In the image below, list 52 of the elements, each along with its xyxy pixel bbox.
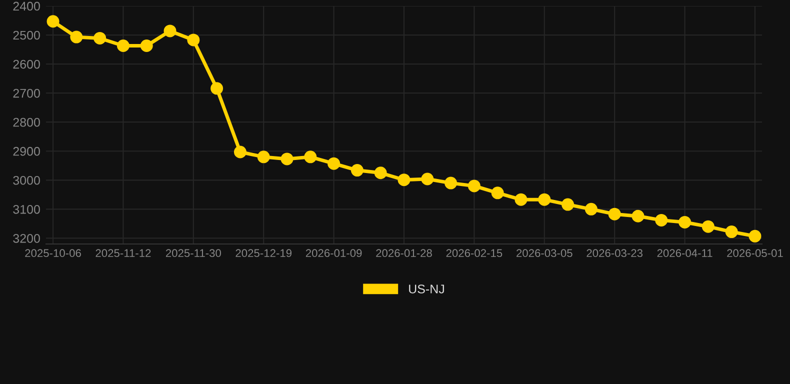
point — [655, 214, 668, 226]
point — [350, 164, 364, 177]
x-tick-label: 2026-04-11 — [657, 249, 712, 258]
point — [444, 176, 458, 190]
y-tick-label: 3100 — [13, 204, 40, 214]
point — [398, 174, 410, 186]
point — [632, 210, 644, 222]
x-tick-label: 2025-10-06 — [25, 249, 81, 258]
x-tick-label: 2026-05-01 — [727, 249, 783, 258]
point — [514, 193, 528, 206]
y-tick-label: 2500 — [13, 30, 40, 40]
point — [538, 193, 551, 206]
x-tick-label: 2025-11-30 — [166, 249, 221, 258]
point — [562, 198, 574, 211]
point — [702, 220, 714, 233]
point — [187, 34, 200, 46]
point — [748, 230, 762, 242]
x-tick-label: 2025-11-12 — [96, 249, 151, 258]
point — [304, 150, 317, 164]
y-tick-label: 2900 — [13, 146, 40, 156]
point — [328, 157, 340, 170]
y-tick-label: 2700 — [13, 88, 40, 98]
point — [164, 24, 176, 38]
x-tick-label: 2026-01-09 — [306, 249, 362, 258]
point — [491, 186, 504, 200]
point — [210, 82, 224, 95]
x-tick-label: 2026-01-28 — [376, 249, 432, 258]
point — [46, 15, 60, 28]
x-tick-label: 2025-12-19 — [236, 249, 292, 258]
point — [608, 208, 621, 220]
point — [468, 180, 480, 192]
point — [140, 40, 153, 52]
x-tick-label: 2026-03-23 — [586, 249, 643, 258]
point — [234, 146, 246, 158]
point — [374, 166, 387, 180]
y-tick-label: 2600 — [13, 60, 40, 69]
point — [678, 216, 692, 228]
point — [257, 150, 270, 164]
point — [584, 202, 598, 216]
x-tick-label: 2026-03-05 — [516, 249, 572, 258]
y-tick-label: 3000 — [13, 176, 40, 185]
point — [725, 226, 738, 238]
point — [70, 30, 83, 44]
point — [421, 172, 434, 186]
point — [116, 40, 130, 52]
y-tick-label: 2800 — [13, 118, 40, 127]
y-tick-label: 3200 — [13, 234, 40, 243]
legend-label: US-NJ — [409, 284, 444, 294]
x-tick-label: 2026-02-15 — [446, 249, 502, 258]
point — [94, 32, 106, 44]
point — [280, 152, 294, 166]
y-tick-label: 2400 — [13, 2, 40, 11]
